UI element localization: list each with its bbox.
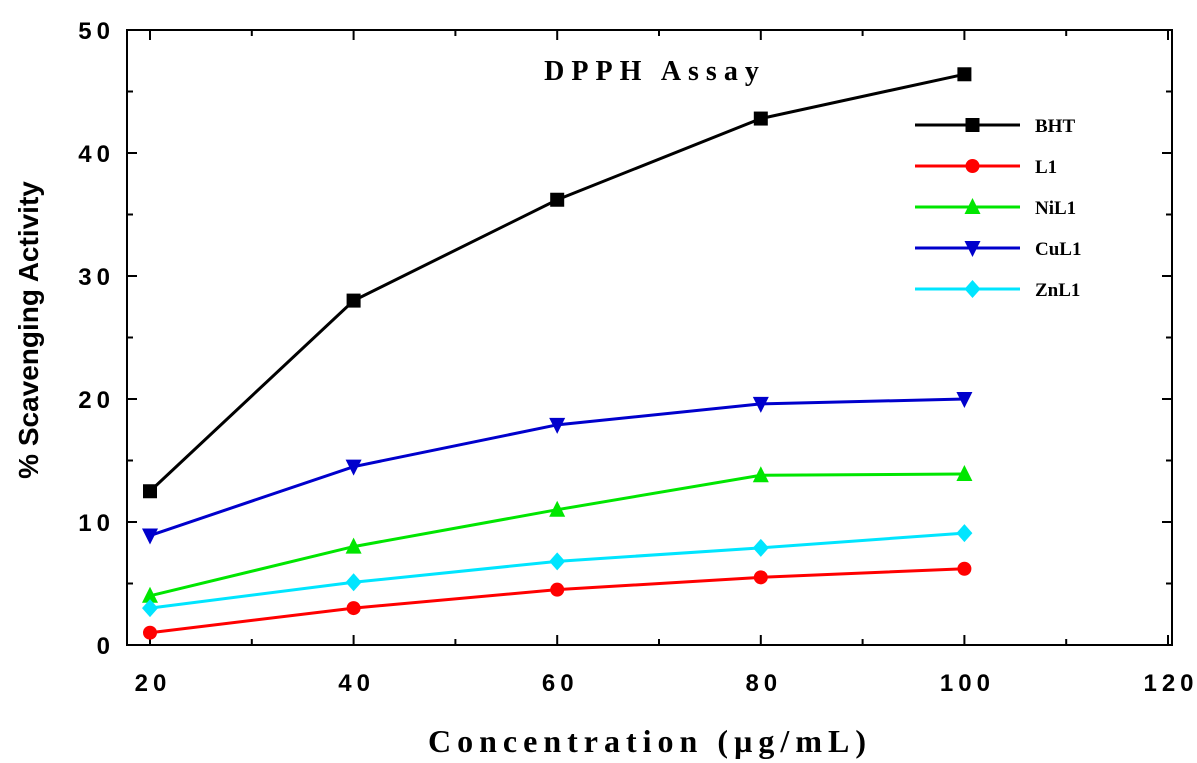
- x-tick-label: 80: [745, 670, 782, 697]
- legend-item-znl1: ZnL1: [915, 280, 1080, 301]
- data-point-l1: [346, 601, 361, 616]
- data-point-l1: [143, 625, 157, 640]
- legend-item-l1: L1: [915, 157, 1057, 178]
- legend-label-bht: BHT: [1035, 116, 1075, 137]
- data-point-bht: [550, 192, 565, 207]
- legend-marker-nil1: [964, 198, 981, 214]
- data-point-bht: [346, 293, 361, 308]
- legend-marker-l1: [965, 159, 980, 173]
- series-znl1: [142, 524, 973, 618]
- series-nil1: [142, 465, 973, 603]
- chart-title: DPPH Assay: [544, 56, 766, 87]
- data-point-bht: [753, 111, 768, 126]
- data-point-nil1: [345, 537, 362, 554]
- data-point-cul1: [752, 396, 769, 413]
- series-l1: [143, 561, 972, 640]
- legend-item-bht: BHT: [915, 116, 1075, 137]
- data-point-l1: [550, 582, 565, 597]
- data-point-nil1: [142, 586, 158, 603]
- data-point-cul1: [345, 459, 362, 476]
- plot-axes: 20 40 60 80 100 120 0 10 20 30 40 50: [78, 18, 1197, 697]
- data-point-bht: [957, 67, 972, 82]
- x-tick-label: 20: [135, 670, 172, 697]
- y-tick-label: 50: [78, 18, 115, 45]
- series-bht: [143, 67, 972, 499]
- plot-frame: [126, 29, 1173, 646]
- x-axis-label: Concentration (µg/mL): [428, 723, 872, 759]
- data-point-l1: [753, 570, 768, 585]
- data-point-nil1: [752, 466, 769, 483]
- series-layer: [142, 67, 973, 640]
- data-point-cul1: [549, 417, 566, 434]
- data-point-nil1: [956, 465, 973, 482]
- y-tick-label: 40: [78, 141, 115, 168]
- data-point-cul1: [142, 528, 158, 545]
- data-point-znl1: [549, 552, 566, 571]
- data-point-l1: [957, 561, 972, 576]
- data-point-bht: [143, 484, 157, 499]
- legend-label-znl1: ZnL1: [1035, 280, 1080, 301]
- y-tick-label: 10: [78, 510, 115, 537]
- legend-item-cul1: CuL1: [915, 239, 1081, 260]
- legend-label-nil1: NiL1: [1035, 198, 1076, 219]
- data-point-znl1: [142, 599, 158, 618]
- data-point-znl1: [752, 538, 769, 557]
- y-tick-label: 20: [78, 387, 115, 414]
- legend-label-cul1: CuL1: [1035, 239, 1081, 260]
- series-cul1: [142, 392, 973, 545]
- data-point-znl1: [345, 573, 362, 592]
- data-point-znl1: [956, 524, 973, 543]
- legend-marker-cul1: [964, 241, 981, 257]
- x-tick-label: 120: [1143, 670, 1197, 697]
- legend-marker-znl1: [964, 280, 981, 298]
- legend-marker-bht: [965, 118, 980, 132]
- legend-label-l1: L1: [1035, 157, 1057, 178]
- y-tick-label: 30: [78, 264, 115, 291]
- series-line-l1: [149, 567, 965, 635]
- legend-item-nil1: NiL1: [915, 198, 1076, 219]
- series-line-znl1: [149, 531, 965, 610]
- y-axis-label: % Scavenging Activity: [13, 181, 44, 479]
- series-line-nil1: [149, 472, 965, 598]
- x-tick-label: 100: [940, 670, 995, 697]
- data-point-nil1: [549, 500, 566, 517]
- x-tick-label: 60: [542, 670, 579, 697]
- data-point-cul1: [956, 392, 973, 408]
- x-tick-label: 40: [338, 670, 375, 697]
- legend: BHT L1 NiL1 CuL1 ZnL1: [915, 116, 1081, 301]
- y-tick-label: 0: [97, 633, 115, 660]
